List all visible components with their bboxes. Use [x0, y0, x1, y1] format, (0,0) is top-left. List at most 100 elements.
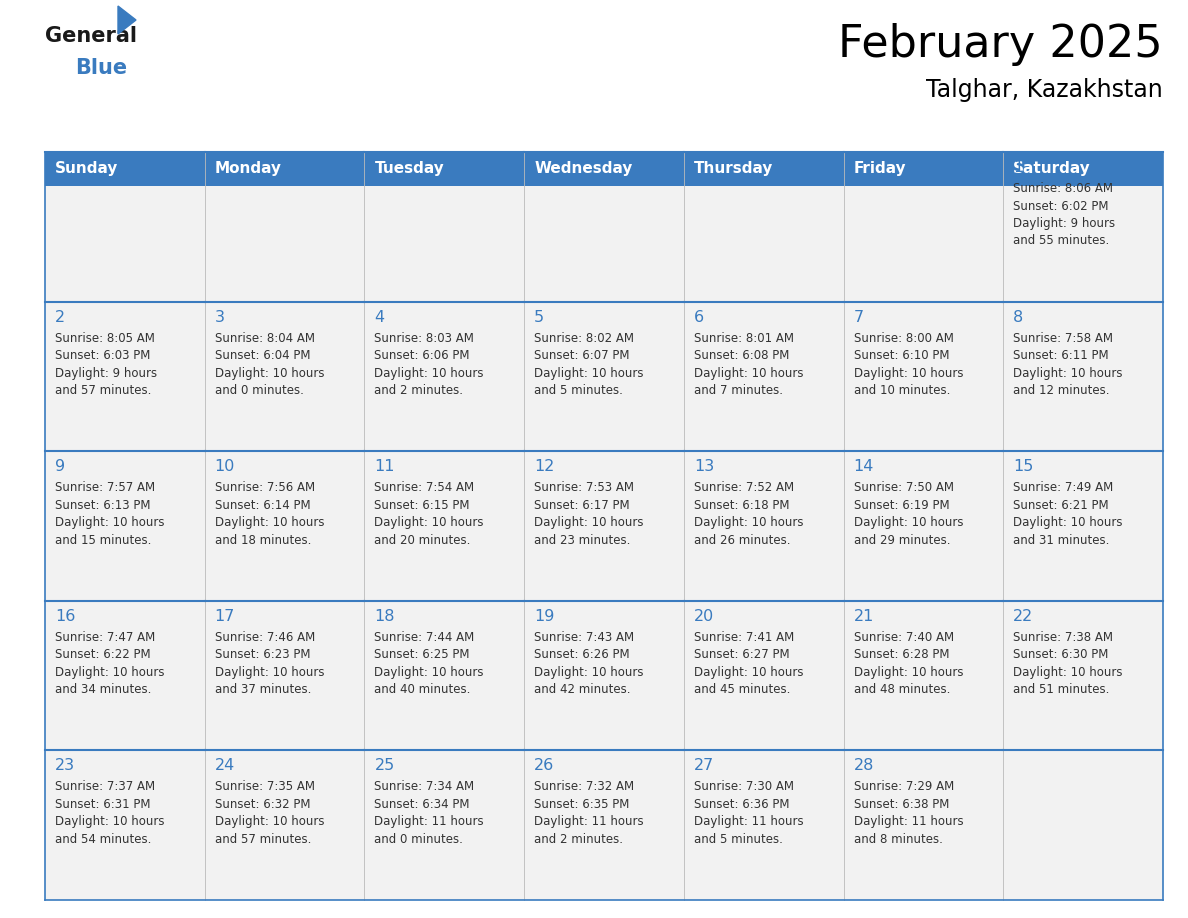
Text: 9: 9 — [55, 459, 65, 475]
Text: February 2025: February 2025 — [839, 23, 1163, 66]
Text: 27: 27 — [694, 758, 714, 773]
Bar — [524, 452, 684, 600]
Bar — [1004, 302, 1163, 452]
Bar — [524, 750, 684, 900]
Text: 23: 23 — [55, 758, 75, 773]
Text: 22: 22 — [1013, 609, 1034, 624]
Bar — [524, 302, 684, 452]
Text: 6: 6 — [694, 309, 704, 325]
Text: Monday: Monday — [215, 162, 282, 176]
Text: 10: 10 — [215, 459, 235, 475]
Bar — [204, 152, 365, 302]
Bar — [684, 302, 843, 452]
Text: 12: 12 — [535, 459, 555, 475]
Bar — [524, 152, 684, 302]
Text: Sunrise: 7:30 AM
Sunset: 6:36 PM
Daylight: 11 hours
and 5 minutes.: Sunrise: 7:30 AM Sunset: 6:36 PM Dayligh… — [694, 780, 803, 845]
Text: 13: 13 — [694, 459, 714, 475]
Text: Sunrise: 7:40 AM
Sunset: 6:28 PM
Daylight: 10 hours
and 48 minutes.: Sunrise: 7:40 AM Sunset: 6:28 PM Dayligh… — [853, 631, 963, 696]
Text: Sunrise: 7:54 AM
Sunset: 6:15 PM
Daylight: 10 hours
and 20 minutes.: Sunrise: 7:54 AM Sunset: 6:15 PM Dayligh… — [374, 481, 484, 547]
Text: 19: 19 — [535, 609, 555, 624]
Bar — [1004, 452, 1163, 600]
Text: Sunrise: 8:02 AM
Sunset: 6:07 PM
Daylight: 10 hours
and 5 minutes.: Sunrise: 8:02 AM Sunset: 6:07 PM Dayligh… — [535, 331, 644, 397]
Bar — [204, 750, 365, 900]
Bar — [843, 152, 1004, 302]
Text: 18: 18 — [374, 609, 394, 624]
Text: Friday: Friday — [853, 162, 906, 176]
Bar — [843, 600, 1004, 750]
Bar — [45, 152, 204, 302]
Text: Sunrise: 8:00 AM
Sunset: 6:10 PM
Daylight: 10 hours
and 10 minutes.: Sunrise: 8:00 AM Sunset: 6:10 PM Dayligh… — [853, 331, 963, 397]
Bar — [843, 302, 1004, 452]
Bar — [684, 152, 843, 302]
Text: Sunrise: 7:32 AM
Sunset: 6:35 PM
Daylight: 11 hours
and 2 minutes.: Sunrise: 7:32 AM Sunset: 6:35 PM Dayligh… — [535, 780, 644, 845]
Bar — [204, 302, 365, 452]
Text: 21: 21 — [853, 609, 874, 624]
Text: Talghar, Kazakhstan: Talghar, Kazakhstan — [927, 78, 1163, 102]
Text: 15: 15 — [1013, 459, 1034, 475]
Bar — [684, 600, 843, 750]
Text: 7: 7 — [853, 309, 864, 325]
Text: 11: 11 — [374, 459, 394, 475]
Text: 14: 14 — [853, 459, 874, 475]
Text: 16: 16 — [55, 609, 75, 624]
Bar — [45, 152, 1163, 186]
Bar — [45, 302, 204, 452]
Text: 8: 8 — [1013, 309, 1024, 325]
Bar — [365, 152, 524, 302]
Text: Sunrise: 8:03 AM
Sunset: 6:06 PM
Daylight: 10 hours
and 2 minutes.: Sunrise: 8:03 AM Sunset: 6:06 PM Dayligh… — [374, 331, 484, 397]
Text: Sunrise: 7:44 AM
Sunset: 6:25 PM
Daylight: 10 hours
and 40 minutes.: Sunrise: 7:44 AM Sunset: 6:25 PM Dayligh… — [374, 631, 484, 696]
Text: 20: 20 — [694, 609, 714, 624]
Text: 24: 24 — [215, 758, 235, 773]
Bar — [45, 600, 204, 750]
Text: Sunday: Sunday — [55, 162, 119, 176]
Text: Thursday: Thursday — [694, 162, 773, 176]
Bar — [684, 452, 843, 600]
Text: Sunrise: 8:05 AM
Sunset: 6:03 PM
Daylight: 9 hours
and 57 minutes.: Sunrise: 8:05 AM Sunset: 6:03 PM Dayligh… — [55, 331, 157, 397]
Text: Sunrise: 8:06 AM
Sunset: 6:02 PM
Daylight: 9 hours
and 55 minutes.: Sunrise: 8:06 AM Sunset: 6:02 PM Dayligh… — [1013, 182, 1116, 248]
Text: Tuesday: Tuesday — [374, 162, 444, 176]
Text: Sunrise: 7:37 AM
Sunset: 6:31 PM
Daylight: 10 hours
and 54 minutes.: Sunrise: 7:37 AM Sunset: 6:31 PM Dayligh… — [55, 780, 164, 845]
Bar — [1004, 152, 1163, 302]
Text: Sunrise: 7:35 AM
Sunset: 6:32 PM
Daylight: 10 hours
and 57 minutes.: Sunrise: 7:35 AM Sunset: 6:32 PM Dayligh… — [215, 780, 324, 845]
Text: 5: 5 — [535, 309, 544, 325]
Text: Sunrise: 7:43 AM
Sunset: 6:26 PM
Daylight: 10 hours
and 42 minutes.: Sunrise: 7:43 AM Sunset: 6:26 PM Dayligh… — [535, 631, 644, 696]
Text: Sunrise: 7:57 AM
Sunset: 6:13 PM
Daylight: 10 hours
and 15 minutes.: Sunrise: 7:57 AM Sunset: 6:13 PM Dayligh… — [55, 481, 164, 547]
Text: Saturday: Saturday — [1013, 162, 1091, 176]
Text: Sunrise: 8:04 AM
Sunset: 6:04 PM
Daylight: 10 hours
and 0 minutes.: Sunrise: 8:04 AM Sunset: 6:04 PM Dayligh… — [215, 331, 324, 397]
Text: Sunrise: 7:41 AM
Sunset: 6:27 PM
Daylight: 10 hours
and 45 minutes.: Sunrise: 7:41 AM Sunset: 6:27 PM Dayligh… — [694, 631, 803, 696]
Bar — [45, 750, 204, 900]
Text: 2: 2 — [55, 309, 65, 325]
Text: Sunrise: 7:50 AM
Sunset: 6:19 PM
Daylight: 10 hours
and 29 minutes.: Sunrise: 7:50 AM Sunset: 6:19 PM Dayligh… — [853, 481, 963, 547]
Text: Sunrise: 7:53 AM
Sunset: 6:17 PM
Daylight: 10 hours
and 23 minutes.: Sunrise: 7:53 AM Sunset: 6:17 PM Dayligh… — [535, 481, 644, 547]
Polygon shape — [118, 6, 135, 34]
Bar — [365, 600, 524, 750]
Text: Sunrise: 7:56 AM
Sunset: 6:14 PM
Daylight: 10 hours
and 18 minutes.: Sunrise: 7:56 AM Sunset: 6:14 PM Dayligh… — [215, 481, 324, 547]
Text: General: General — [45, 26, 137, 46]
Bar — [204, 600, 365, 750]
Bar — [1004, 750, 1163, 900]
Bar — [524, 600, 684, 750]
Bar — [45, 452, 204, 600]
Text: Sunrise: 7:58 AM
Sunset: 6:11 PM
Daylight: 10 hours
and 12 minutes.: Sunrise: 7:58 AM Sunset: 6:11 PM Dayligh… — [1013, 331, 1123, 397]
Text: 26: 26 — [535, 758, 555, 773]
Text: Sunrise: 7:34 AM
Sunset: 6:34 PM
Daylight: 11 hours
and 0 minutes.: Sunrise: 7:34 AM Sunset: 6:34 PM Dayligh… — [374, 780, 484, 845]
Text: 17: 17 — [215, 609, 235, 624]
Text: Blue: Blue — [75, 58, 127, 78]
Text: Sunrise: 7:46 AM
Sunset: 6:23 PM
Daylight: 10 hours
and 37 minutes.: Sunrise: 7:46 AM Sunset: 6:23 PM Dayligh… — [215, 631, 324, 696]
Bar — [365, 452, 524, 600]
Text: Sunrise: 7:52 AM
Sunset: 6:18 PM
Daylight: 10 hours
and 26 minutes.: Sunrise: 7:52 AM Sunset: 6:18 PM Dayligh… — [694, 481, 803, 547]
Text: 28: 28 — [853, 758, 874, 773]
Bar — [204, 452, 365, 600]
Bar — [1004, 600, 1163, 750]
Text: Sunrise: 7:29 AM
Sunset: 6:38 PM
Daylight: 11 hours
and 8 minutes.: Sunrise: 7:29 AM Sunset: 6:38 PM Dayligh… — [853, 780, 963, 845]
Bar — [365, 302, 524, 452]
Text: Sunrise: 7:47 AM
Sunset: 6:22 PM
Daylight: 10 hours
and 34 minutes.: Sunrise: 7:47 AM Sunset: 6:22 PM Dayligh… — [55, 631, 164, 696]
Bar — [684, 750, 843, 900]
Text: Sunrise: 8:01 AM
Sunset: 6:08 PM
Daylight: 10 hours
and 7 minutes.: Sunrise: 8:01 AM Sunset: 6:08 PM Dayligh… — [694, 331, 803, 397]
Bar — [843, 750, 1004, 900]
Text: Sunrise: 7:38 AM
Sunset: 6:30 PM
Daylight: 10 hours
and 51 minutes.: Sunrise: 7:38 AM Sunset: 6:30 PM Dayligh… — [1013, 631, 1123, 696]
Text: 4: 4 — [374, 309, 385, 325]
Text: 3: 3 — [215, 309, 225, 325]
Text: 25: 25 — [374, 758, 394, 773]
Text: Wednesday: Wednesday — [535, 162, 632, 176]
